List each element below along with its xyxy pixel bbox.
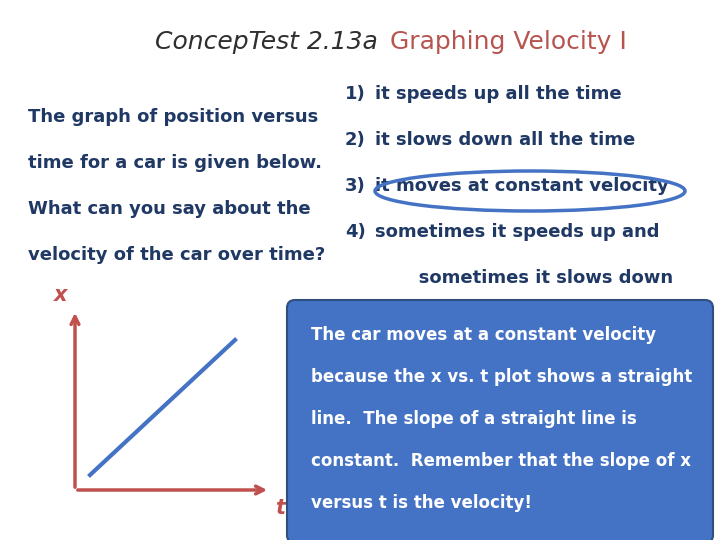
- Text: it speeds up all the time: it speeds up all the time: [375, 85, 621, 103]
- Text: ConcepTest 2.13a: ConcepTest 2.13a: [155, 30, 378, 54]
- Text: What can you say about the: What can you say about the: [28, 200, 310, 218]
- FancyBboxPatch shape: [287, 300, 713, 540]
- Text: because the x vs. t plot shows a straight: because the x vs. t plot shows a straigh…: [311, 368, 692, 386]
- Text: it slows down all the time: it slows down all the time: [375, 131, 635, 149]
- Text: versus t is the velocity!: versus t is the velocity!: [311, 494, 532, 512]
- Text: velocity of the car over time?: velocity of the car over time?: [28, 246, 325, 264]
- Text: sometimes it speeds up and: sometimes it speeds up and: [375, 223, 660, 241]
- Text: 2): 2): [345, 131, 366, 149]
- Text: sometimes it slows down: sometimes it slows down: [375, 269, 673, 287]
- Text: 5): 5): [345, 315, 366, 333]
- Text: it moves at constant velocity: it moves at constant velocity: [375, 177, 669, 195]
- Text: not really sure: not really sure: [375, 315, 523, 333]
- Text: The car moves at a constant velocity: The car moves at a constant velocity: [311, 326, 656, 344]
- Text: t: t: [275, 498, 285, 518]
- Text: 3): 3): [345, 177, 366, 195]
- Text: x: x: [53, 285, 67, 305]
- Text: time for a car is given below.: time for a car is given below.: [28, 154, 322, 172]
- Text: line.  The slope of a straight line is: line. The slope of a straight line is: [311, 410, 636, 428]
- Text: 1): 1): [345, 85, 366, 103]
- Text: Graphing Velocity I: Graphing Velocity I: [390, 30, 627, 54]
- Text: constant.  Remember that the slope of x: constant. Remember that the slope of x: [311, 452, 691, 470]
- Text: The graph of position versus: The graph of position versus: [28, 108, 318, 126]
- Text: 4): 4): [345, 223, 366, 241]
